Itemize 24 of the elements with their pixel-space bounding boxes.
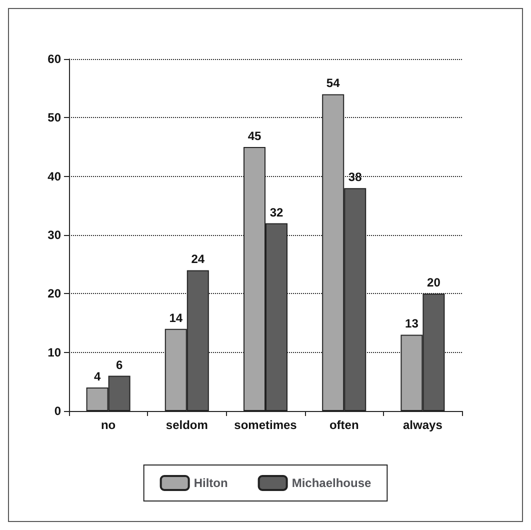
legend-label: Michaelhouse bbox=[292, 476, 372, 490]
x-tick-label: seldom bbox=[166, 418, 208, 432]
legend-label: Hilton bbox=[194, 476, 228, 490]
data-label: 20 bbox=[427, 276, 441, 290]
x-tick-label: often bbox=[329, 418, 359, 432]
y-tick-label: 30 bbox=[48, 228, 62, 242]
data-label: 45 bbox=[248, 129, 262, 143]
data-label: 4 bbox=[94, 370, 101, 384]
data-label: 6 bbox=[116, 358, 123, 372]
y-tick-label: 60 bbox=[48, 52, 62, 66]
data-label: 24 bbox=[191, 252, 205, 266]
x-tick-label: always bbox=[403, 418, 443, 432]
data-label: 14 bbox=[169, 310, 183, 325]
data-label: 32 bbox=[270, 205, 284, 220]
data-label: 13 bbox=[405, 316, 419, 331]
x-tick-label: sometimes bbox=[234, 418, 298, 432]
y-tick-label: 40 bbox=[48, 169, 62, 184]
x-tick-label: no bbox=[100, 418, 116, 432]
y-tick-label: 0 bbox=[54, 404, 62, 418]
y-tick-label: 10 bbox=[48, 345, 62, 360]
y-tick-label: 50 bbox=[48, 110, 62, 125]
data-label: 38 bbox=[348, 170, 362, 184]
data-label: 54 bbox=[326, 76, 340, 90]
y-tick-label: 20 bbox=[48, 286, 62, 301]
